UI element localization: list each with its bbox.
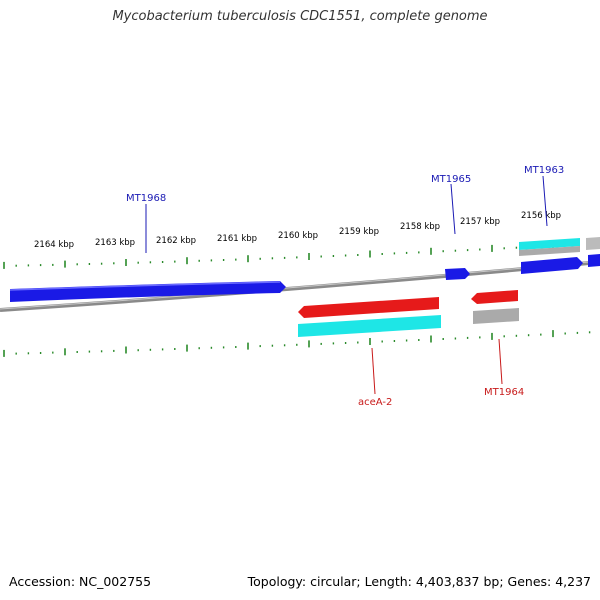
gene-arrow-mt1964[interactable] xyxy=(471,290,518,304)
forward-cds-track xyxy=(519,237,600,256)
summary-text: Topology: circular; Length: 4,403,837 bp… xyxy=(247,574,591,589)
feature-block-mt1964[interactable] xyxy=(473,308,519,324)
leader-line-acea-2 xyxy=(371,347,376,395)
leader-line-mt1965 xyxy=(450,183,456,235)
leader-line-mt1963 xyxy=(542,175,548,227)
gene-label-mt1964[interactable]: MT1964 xyxy=(484,387,524,398)
gene-arrow-acea-2[interactable] xyxy=(298,297,439,318)
gene-label-mt1968[interactable]: MT1968 xyxy=(126,193,166,204)
kbp-label: 2160 kbp xyxy=(278,231,318,241)
reverse-gene-track xyxy=(298,290,518,318)
gene-labels: MT1968 MT1965 MT1963 aceA-2 MT1964 xyxy=(126,165,564,408)
feature-block-mt1963[interactable] xyxy=(519,246,580,256)
gene-arrow-mt1965[interactable] xyxy=(445,268,470,280)
reverse-cds-track xyxy=(298,308,519,337)
map-title: Mycobacterium tuberculosis CDC1551, comp… xyxy=(112,9,488,24)
kbp-label: 2159 kbp xyxy=(339,227,379,237)
gene-arrow-mt1968-highlight xyxy=(9,281,281,291)
gene-label-mt1965[interactable]: MT1965 xyxy=(431,174,471,185)
outer-tick-track xyxy=(3,241,591,269)
gene-label-acea-2[interactable]: aceA-2 xyxy=(358,397,392,408)
cds-block-acea-2[interactable] xyxy=(298,315,441,337)
kbp-label: 2164 kbp xyxy=(34,240,74,250)
kbp-scale-labels: 2164 kbp 2163 kbp 2162 kbp 2161 kbp 2160… xyxy=(34,211,561,250)
kbp-label: 2161 kbp xyxy=(217,234,257,244)
kbp-label: 2158 kbp xyxy=(400,222,440,232)
feature-block-partial[interactable] xyxy=(586,237,600,250)
gene-arrow-mt1963[interactable] xyxy=(521,257,583,274)
genome-backbone-highlight xyxy=(0,260,600,310)
accession-text: Accession: NC_002755 xyxy=(9,574,152,589)
leader-line-mt1964 xyxy=(498,338,503,385)
gene-arrow-partial[interactable] xyxy=(588,254,600,267)
genome-backbone xyxy=(0,260,600,312)
inner-tick-track xyxy=(3,330,591,357)
kbp-label: 2162 kbp xyxy=(156,236,196,246)
kbp-label: 2163 kbp xyxy=(95,238,135,248)
gene-arrow-mt1968[interactable] xyxy=(10,281,286,302)
kbp-label: 2156 kbp xyxy=(521,211,561,221)
kbp-label: 2157 kbp xyxy=(460,217,500,227)
forward-gene-track xyxy=(9,254,600,302)
gene-label-mt1963[interactable]: MT1963 xyxy=(524,165,564,176)
